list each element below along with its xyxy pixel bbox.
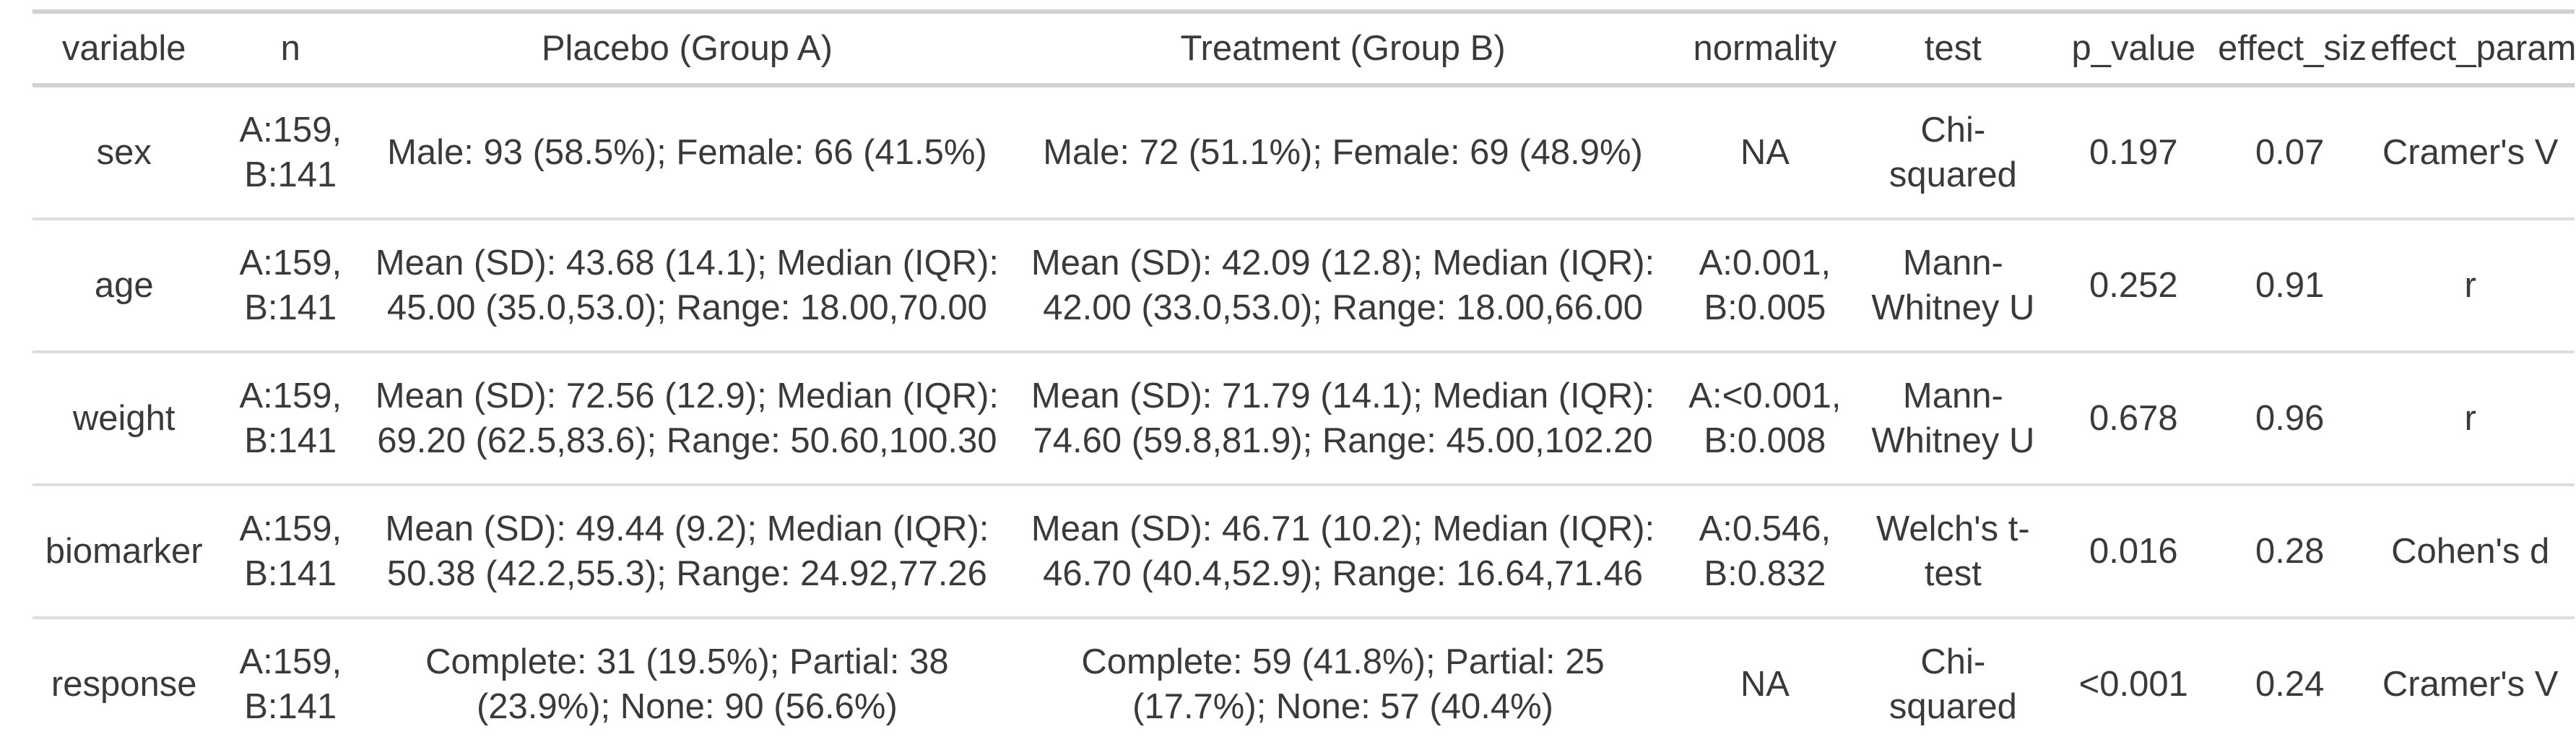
cell-effect-param: r (2366, 217, 2575, 352)
cell-n: A:159, B:141 (215, 616, 366, 737)
cell-variable: response (32, 616, 216, 737)
stats-table-container: variable n Placebo (Group A) Treatment (… (32, 9, 2575, 737)
header-cell-test: test (1852, 12, 2054, 87)
table-row-weight: weight A:159, B:141 Mean (SD): 72.56 (12… (32, 350, 2575, 485)
cell-n: A:159, B:141 (215, 483, 366, 618)
cell-test: Mann-Whitney U (1852, 350, 2054, 485)
stats-table: variable n Placebo (Group A) Treatment (… (32, 9, 2575, 737)
cell-effect-param: Cramer's V (2366, 616, 2575, 737)
cell-placebo: Mean (SD): 43.68 (14.1); Median (IQR): 4… (365, 217, 1009, 352)
table-row-response: response A:159, B:141 Complete: 31 (19.5… (32, 616, 2575, 737)
cell-p-value: 0.252 (2053, 217, 2214, 352)
cell-p-value: <0.001 (2053, 616, 2214, 737)
cell-variable: biomarker (32, 483, 216, 618)
cell-test: Mann-Whitney U (1852, 217, 2054, 352)
cell-treatment: Mean (SD): 42.09 (12.8); Median (IQR): 4… (1008, 217, 1678, 352)
cell-p-value: 0.016 (2053, 483, 2214, 618)
header-cell-p-value: p_value (2053, 12, 2214, 87)
cell-normality: NA (1677, 616, 1853, 737)
cell-variable: weight (32, 350, 216, 485)
header-cell-variable: variable (32, 12, 216, 87)
header-cell-n: n (215, 12, 366, 87)
table-header: variable n Placebo (Group A) Treatment (… (32, 12, 2575, 87)
cell-n: A:159, B:141 (215, 350, 366, 485)
cell-effect-size: 0.91 (2213, 217, 2367, 352)
cell-placebo: Mean (SD): 72.56 (12.9); Median (IQR): 6… (365, 350, 1009, 485)
cell-p-value: 0.678 (2053, 350, 2214, 485)
cell-variable: sex (96, 133, 152, 172)
header-cell-normality: normality (1677, 12, 1853, 87)
cell-placebo: Complete: 31 (19.5%); Partial: 38 (23.9%… (365, 616, 1009, 737)
cell-effect-size: 0.24 (2213, 616, 2367, 737)
cell-normality: A:<0.001, B:0.008 (1677, 350, 1853, 485)
cell-p-value: 0.197 (2089, 133, 2178, 172)
cell-effect-size: 0.28 (2213, 483, 2367, 618)
table-body: sex A:159, B:141 Male: 93 (58.5%); Femal… (32, 85, 2575, 737)
header-row: variable n Placebo (Group A) Treatment (… (32, 12, 2575, 87)
cell-normality: NA (1740, 133, 1790, 172)
cell-effect-param: r (2366, 350, 2575, 485)
table-row-age: age A:159, B:141 Mean (SD): 43.68 (14.1)… (32, 217, 2575, 352)
cell-test: Chi-squared (1852, 616, 2054, 737)
cell-normality: A:0.001, B:0.005 (1677, 217, 1853, 352)
cell-n: A:159, B:141 (239, 111, 342, 194)
cell-placebo: Mean (SD): 49.44 (9.2); Median (IQR): 50… (365, 483, 1009, 618)
cell-effect-size: 0.96 (2213, 350, 2367, 485)
cell-normality: A:0.546, B:0.832 (1677, 483, 1853, 618)
header-cell-placebo: Placebo (Group A) (365, 12, 1009, 87)
header-cell-effect-param: effect_param (2366, 12, 2575, 87)
cell-effect-param: Cohen's d (2366, 483, 2575, 618)
cell-test: Welch's t-test (1852, 483, 2054, 618)
cell-treatment: Mean (SD): 46.71 (10.2); Median (IQR): 4… (1008, 483, 1678, 618)
cell-treatment: Mean (SD): 71.79 (14.1); Median (IQR): 7… (1008, 350, 1678, 485)
cell-treatment: Complete: 59 (41.8%); Partial: 25 (17.7%… (1008, 616, 1678, 737)
cell-variable: age (32, 217, 216, 352)
header-cell-treatment: Treatment (Group B) (1008, 12, 1678, 87)
cell-test: Chi-squared (1888, 111, 2017, 194)
cell-n: A:159, B:141 (215, 217, 366, 352)
cell-placebo: Male: 93 (58.5%); Female: 66 (41.5%) (387, 133, 987, 172)
table-row-biomarker: biomarker A:159, B:141 Mean (SD): 49.44 … (32, 483, 2575, 618)
cell-treatment: Male: 72 (51.1%); Female: 69 (48.9%) (1043, 133, 1643, 172)
cell-effect-size: 0.07 (2255, 133, 2325, 172)
table-row-sex: sex A:159, B:141 Male: 93 (58.5%); Femal… (32, 85, 2575, 219)
cell-effect-param: Cramer's V (2382, 133, 2559, 172)
